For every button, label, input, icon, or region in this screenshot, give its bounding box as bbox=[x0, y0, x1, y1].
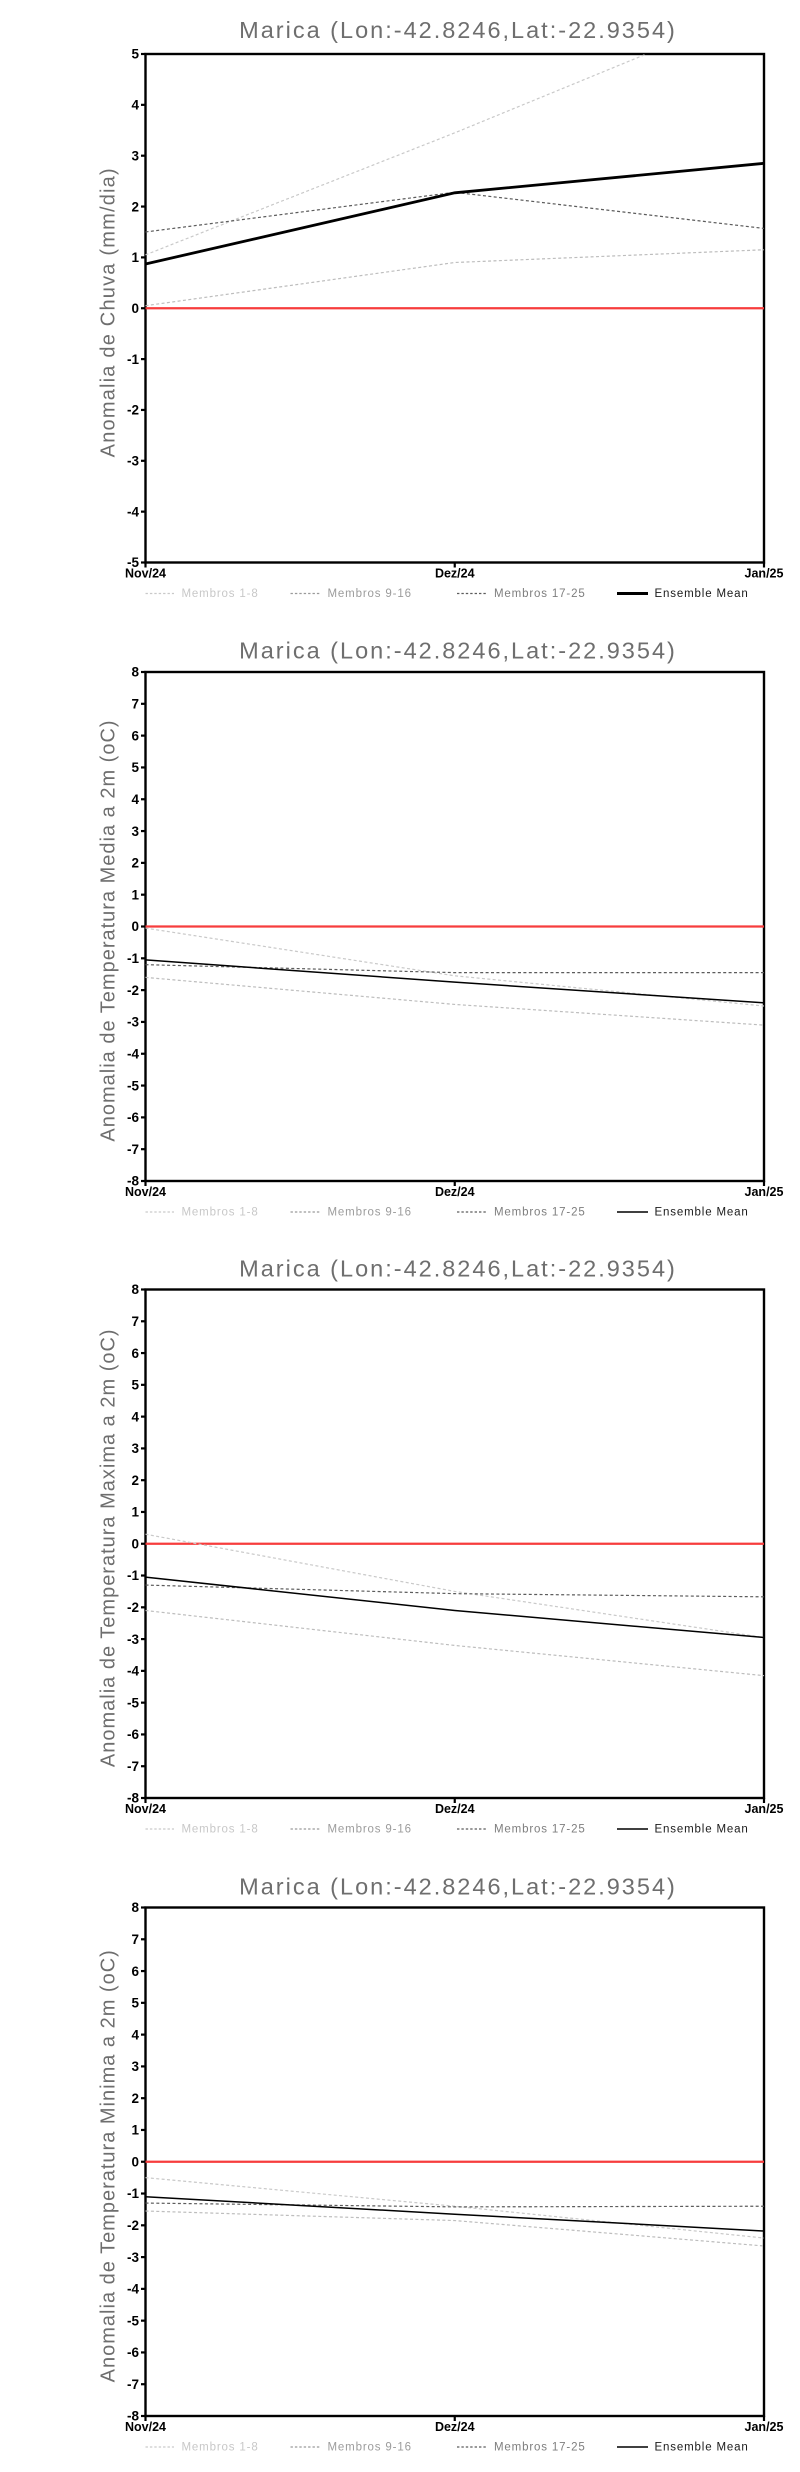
svg-text:-8: -8 bbox=[127, 1174, 139, 1189]
svg-text:-4: -4 bbox=[127, 504, 139, 519]
svg-text:-5: -5 bbox=[127, 555, 139, 570]
svg-text:-2: -2 bbox=[127, 1600, 139, 1615]
svg-text:1: 1 bbox=[131, 1505, 139, 1520]
svg-text:Dez/24: Dez/24 bbox=[435, 2420, 475, 2434]
svg-text:2: 2 bbox=[131, 199, 139, 214]
svg-text:-3: -3 bbox=[127, 1015, 139, 1030]
svg-text:8: 8 bbox=[131, 1282, 139, 1297]
svg-text:-1: -1 bbox=[127, 951, 139, 966]
svg-text:-1: -1 bbox=[127, 1568, 139, 1583]
svg-text:-6: -6 bbox=[127, 1110, 139, 1125]
svg-text:Membros 17-25: Membros 17-25 bbox=[494, 1207, 586, 1219]
svg-text:4: 4 bbox=[131, 1409, 139, 1424]
svg-text:Membros 17-25: Membros 17-25 bbox=[494, 1824, 586, 1836]
svg-text:Membros 1-8: Membros 1-8 bbox=[182, 2442, 259, 2454]
svg-text:Membros 9-16: Membros 9-16 bbox=[328, 588, 412, 600]
svg-text:2: 2 bbox=[131, 856, 139, 871]
svg-text:-4: -4 bbox=[127, 1664, 139, 1679]
svg-text:Jan/25: Jan/25 bbox=[745, 2420, 784, 2434]
svg-text:Nov/24: Nov/24 bbox=[125, 1185, 166, 1199]
svg-text:Marica (Lon:-42.8246,Lat:-22.9: Marica (Lon:-42.8246,Lat:-22.9354) bbox=[239, 1873, 677, 1899]
svg-text:Ensemble Mean: Ensemble Mean bbox=[655, 588, 749, 600]
svg-text:-7: -7 bbox=[127, 1142, 139, 1157]
svg-text:7: 7 bbox=[131, 1314, 139, 1329]
svg-text:-4: -4 bbox=[127, 1046, 139, 1061]
svg-text:0: 0 bbox=[131, 301, 139, 316]
svg-text:3: 3 bbox=[131, 824, 139, 839]
svg-text:Jan/25: Jan/25 bbox=[745, 1802, 784, 1816]
svg-text:4: 4 bbox=[131, 792, 139, 807]
svg-text:5: 5 bbox=[131, 1996, 139, 2011]
svg-text:8: 8 bbox=[131, 665, 139, 680]
svg-text:Jan/25: Jan/25 bbox=[745, 567, 784, 581]
svg-text:Ensemble Mean: Ensemble Mean bbox=[655, 1207, 749, 1219]
svg-text:Nov/24: Nov/24 bbox=[125, 567, 166, 581]
svg-text:Ensemble Mean: Ensemble Mean bbox=[655, 2442, 749, 2454]
svg-text:Anomalia de Chuva (mm/dia): Anomalia de Chuva (mm/dia) bbox=[98, 167, 120, 457]
svg-text:Dez/24: Dez/24 bbox=[435, 1185, 475, 1199]
svg-text:Membros 17-25: Membros 17-25 bbox=[494, 2442, 586, 2454]
svg-text:Anomalia de Temperatura Minima: Anomalia de Temperatura Minima a 2m (oC) bbox=[98, 1949, 120, 2382]
svg-text:8: 8 bbox=[131, 1900, 139, 1915]
svg-text:-8: -8 bbox=[127, 2409, 139, 2424]
svg-text:2: 2 bbox=[131, 1473, 139, 1488]
svg-text:5: 5 bbox=[131, 47, 139, 62]
svg-text:-8: -8 bbox=[127, 1791, 139, 1806]
svg-text:-5: -5 bbox=[127, 1695, 139, 1710]
svg-text:4: 4 bbox=[131, 98, 139, 113]
svg-text:6: 6 bbox=[131, 1964, 139, 1979]
svg-text:Dez/24: Dez/24 bbox=[435, 567, 475, 581]
svg-text:3: 3 bbox=[131, 148, 139, 163]
svg-text:-3: -3 bbox=[127, 454, 139, 469]
svg-text:5: 5 bbox=[131, 760, 139, 775]
svg-text:1: 1 bbox=[131, 250, 139, 265]
svg-text:2: 2 bbox=[131, 2091, 139, 2106]
svg-text:1: 1 bbox=[131, 887, 139, 902]
svg-text:0: 0 bbox=[131, 2154, 139, 2169]
svg-text:Marica (Lon:-42.8246,Lat:-22.9: Marica (Lon:-42.8246,Lat:-22.9354) bbox=[239, 17, 677, 43]
svg-text:-3: -3 bbox=[127, 2250, 139, 2265]
svg-text:Membros 9-16: Membros 9-16 bbox=[328, 1824, 412, 1836]
svg-text:-5: -5 bbox=[127, 1078, 139, 1093]
svg-text:Marica (Lon:-42.8246,Lat:-22.9: Marica (Lon:-42.8246,Lat:-22.9354) bbox=[239, 637, 677, 663]
svg-text:7: 7 bbox=[131, 697, 139, 712]
svg-text:0: 0 bbox=[131, 1536, 139, 1551]
svg-text:-6: -6 bbox=[127, 1727, 139, 1742]
svg-text:6: 6 bbox=[131, 728, 139, 743]
svg-text:Membros 9-16: Membros 9-16 bbox=[328, 1207, 412, 1219]
svg-text:5: 5 bbox=[131, 1378, 139, 1393]
svg-text:-6: -6 bbox=[127, 2345, 139, 2360]
svg-text:Membros 1-8: Membros 1-8 bbox=[182, 1824, 259, 1836]
svg-text:Dez/24: Dez/24 bbox=[435, 1802, 475, 1816]
svg-text:-2: -2 bbox=[127, 983, 139, 998]
svg-text:Marica (Lon:-42.8246,Lat:-22.9: Marica (Lon:-42.8246,Lat:-22.9354) bbox=[239, 1255, 677, 1281]
svg-text:Nov/24: Nov/24 bbox=[125, 2420, 166, 2434]
svg-text:-2: -2 bbox=[127, 403, 139, 418]
svg-text:-4: -4 bbox=[127, 2282, 139, 2297]
svg-text:-5: -5 bbox=[127, 2313, 139, 2328]
svg-text:-7: -7 bbox=[127, 2377, 139, 2392]
svg-text:Ensemble Mean: Ensemble Mean bbox=[655, 1824, 749, 1836]
svg-text:Anomalia de Temperatura Media: Anomalia de Temperatura Media a 2m (oC) bbox=[98, 719, 120, 1141]
svg-text:Membros 1-8: Membros 1-8 bbox=[182, 1207, 259, 1219]
svg-text:-1: -1 bbox=[127, 2186, 139, 2201]
svg-text:Anomalia de Temperatura Maxima: Anomalia de Temperatura Maxima a 2m (oC) bbox=[98, 1328, 120, 1767]
svg-text:-3: -3 bbox=[127, 1632, 139, 1647]
svg-text:3: 3 bbox=[131, 2059, 139, 2074]
svg-text:-1: -1 bbox=[127, 352, 139, 367]
svg-text:0: 0 bbox=[131, 919, 139, 934]
svg-text:Jan/25: Jan/25 bbox=[745, 1185, 784, 1199]
svg-text:Membros 1-8: Membros 1-8 bbox=[182, 588, 259, 600]
svg-text:Membros 9-16: Membros 9-16 bbox=[328, 2442, 412, 2454]
svg-text:Membros 17-25: Membros 17-25 bbox=[494, 588, 586, 600]
svg-text:-2: -2 bbox=[127, 2218, 139, 2233]
svg-text:3: 3 bbox=[131, 1441, 139, 1456]
svg-text:6: 6 bbox=[131, 1346, 139, 1361]
svg-text:4: 4 bbox=[131, 2027, 139, 2042]
svg-text:1: 1 bbox=[131, 2123, 139, 2138]
svg-text:7: 7 bbox=[131, 1932, 139, 1947]
svg-text:Nov/24: Nov/24 bbox=[125, 1802, 166, 1816]
svg-text:-7: -7 bbox=[127, 1759, 139, 1774]
